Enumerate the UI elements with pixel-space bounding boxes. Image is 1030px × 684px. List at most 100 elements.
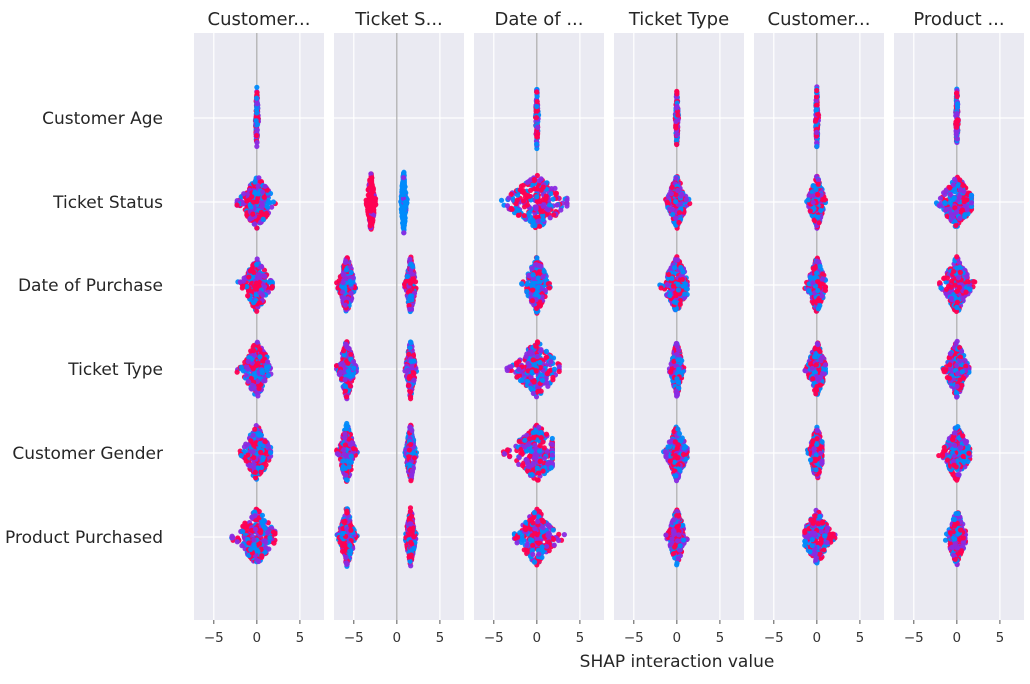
data-point (341, 348, 346, 353)
data-point (516, 213, 521, 218)
data-point (259, 210, 264, 215)
data-point (537, 199, 542, 204)
data-point (408, 478, 413, 483)
data-point (514, 374, 519, 379)
data-point (340, 289, 345, 294)
feature-label: Ticket Status (52, 193, 163, 213)
data-point (344, 421, 349, 426)
data-point (348, 459, 353, 464)
data-point (534, 194, 539, 199)
data-point (239, 453, 244, 458)
data-point (246, 540, 251, 545)
data-point (344, 394, 349, 399)
data-point (534, 134, 539, 139)
data-point (261, 455, 266, 460)
data-point (400, 192, 405, 197)
data-point (404, 369, 409, 374)
data-point (533, 344, 538, 349)
data-point (248, 438, 253, 443)
data-point (506, 195, 511, 200)
data-point (549, 186, 554, 191)
data-point (409, 514, 414, 519)
x-tick-label: 0 (393, 630, 402, 646)
data-point (531, 282, 536, 287)
data-point (262, 195, 267, 200)
data-point (410, 264, 415, 269)
data-point (531, 379, 536, 384)
data-point (533, 204, 538, 209)
data-point (230, 535, 235, 540)
data-point (251, 366, 256, 371)
data-point (246, 379, 251, 384)
data-point (401, 230, 406, 235)
data-point (255, 548, 260, 553)
data-point (255, 101, 260, 106)
data-point (400, 210, 405, 215)
data-point (240, 529, 245, 534)
data-point (367, 178, 372, 183)
data-point (535, 99, 540, 104)
data-point (515, 193, 520, 198)
data-point (408, 509, 413, 514)
data-point (262, 284, 267, 289)
data-point (412, 358, 417, 363)
data-point (256, 433, 261, 438)
data-point (265, 529, 270, 534)
data-point (251, 348, 256, 353)
data-point (527, 210, 532, 215)
data-point (246, 359, 251, 364)
data-point (251, 537, 256, 542)
data-point (527, 350, 532, 355)
data-point (250, 266, 255, 271)
data-point (516, 208, 521, 213)
data-point (534, 255, 539, 260)
data-point (407, 425, 412, 430)
data-point (547, 285, 552, 290)
data-point (554, 202, 559, 207)
data-point (411, 534, 416, 539)
data-point (348, 523, 353, 528)
data-point (247, 463, 252, 468)
data-point (541, 185, 546, 190)
panel-title: Ticket S... (354, 9, 443, 30)
data-point (516, 359, 521, 364)
data-point (251, 449, 256, 454)
data-point (407, 376, 412, 381)
data-point (249, 386, 254, 391)
data-point (401, 175, 406, 180)
data-point (557, 369, 562, 374)
data-point (548, 359, 553, 364)
data-point (235, 539, 240, 544)
data-point (530, 272, 535, 277)
data-point (536, 275, 541, 280)
data-point (407, 527, 412, 532)
data-point (254, 280, 259, 285)
feature-label: Product Purchased (5, 528, 163, 548)
data-point (540, 209, 545, 214)
data-point (407, 345, 412, 350)
data-point (260, 521, 265, 526)
data-point (260, 513, 265, 518)
data-point (538, 347, 543, 352)
data-point (345, 478, 350, 483)
x-tick-label: 5 (296, 630, 305, 646)
data-point (405, 274, 410, 279)
data-point (258, 469, 263, 474)
data-point (365, 200, 370, 205)
data-point (410, 468, 415, 473)
data-point (344, 509, 349, 514)
data-point (254, 133, 259, 138)
data-point (250, 212, 255, 217)
x-tick-label: −5 (204, 630, 224, 646)
data-point (240, 284, 245, 289)
data-point (534, 368, 539, 373)
data-point (251, 542, 256, 547)
data-point (406, 351, 411, 356)
data-point (541, 202, 546, 207)
data-point (253, 470, 258, 475)
data-point (539, 176, 544, 181)
data-point (524, 289, 529, 294)
data-point (411, 371, 416, 376)
